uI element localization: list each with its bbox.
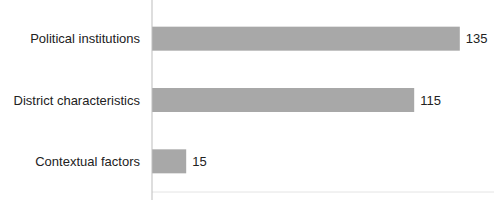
- x-axis-line: [152, 192, 494, 193]
- data-label: 15: [192, 154, 206, 169]
- chart: Political institutions 135 District charac…: [0, 0, 500, 200]
- bars: [152, 27, 460, 174]
- data-label: 115: [420, 93, 441, 108]
- category-label: Contextual factors: [35, 154, 140, 169]
- bar: [152, 27, 460, 51]
- chart-container: Political institutions 135 District charac…: [0, 0, 500, 200]
- category-label: District characteristics: [14, 93, 141, 108]
- bar: [152, 88, 414, 112]
- bar: [152, 149, 186, 173]
- data-label: 135: [466, 31, 488, 46]
- y-axis-line: [152, 0, 153, 200]
- category-label: Political institutions: [30, 31, 140, 46]
